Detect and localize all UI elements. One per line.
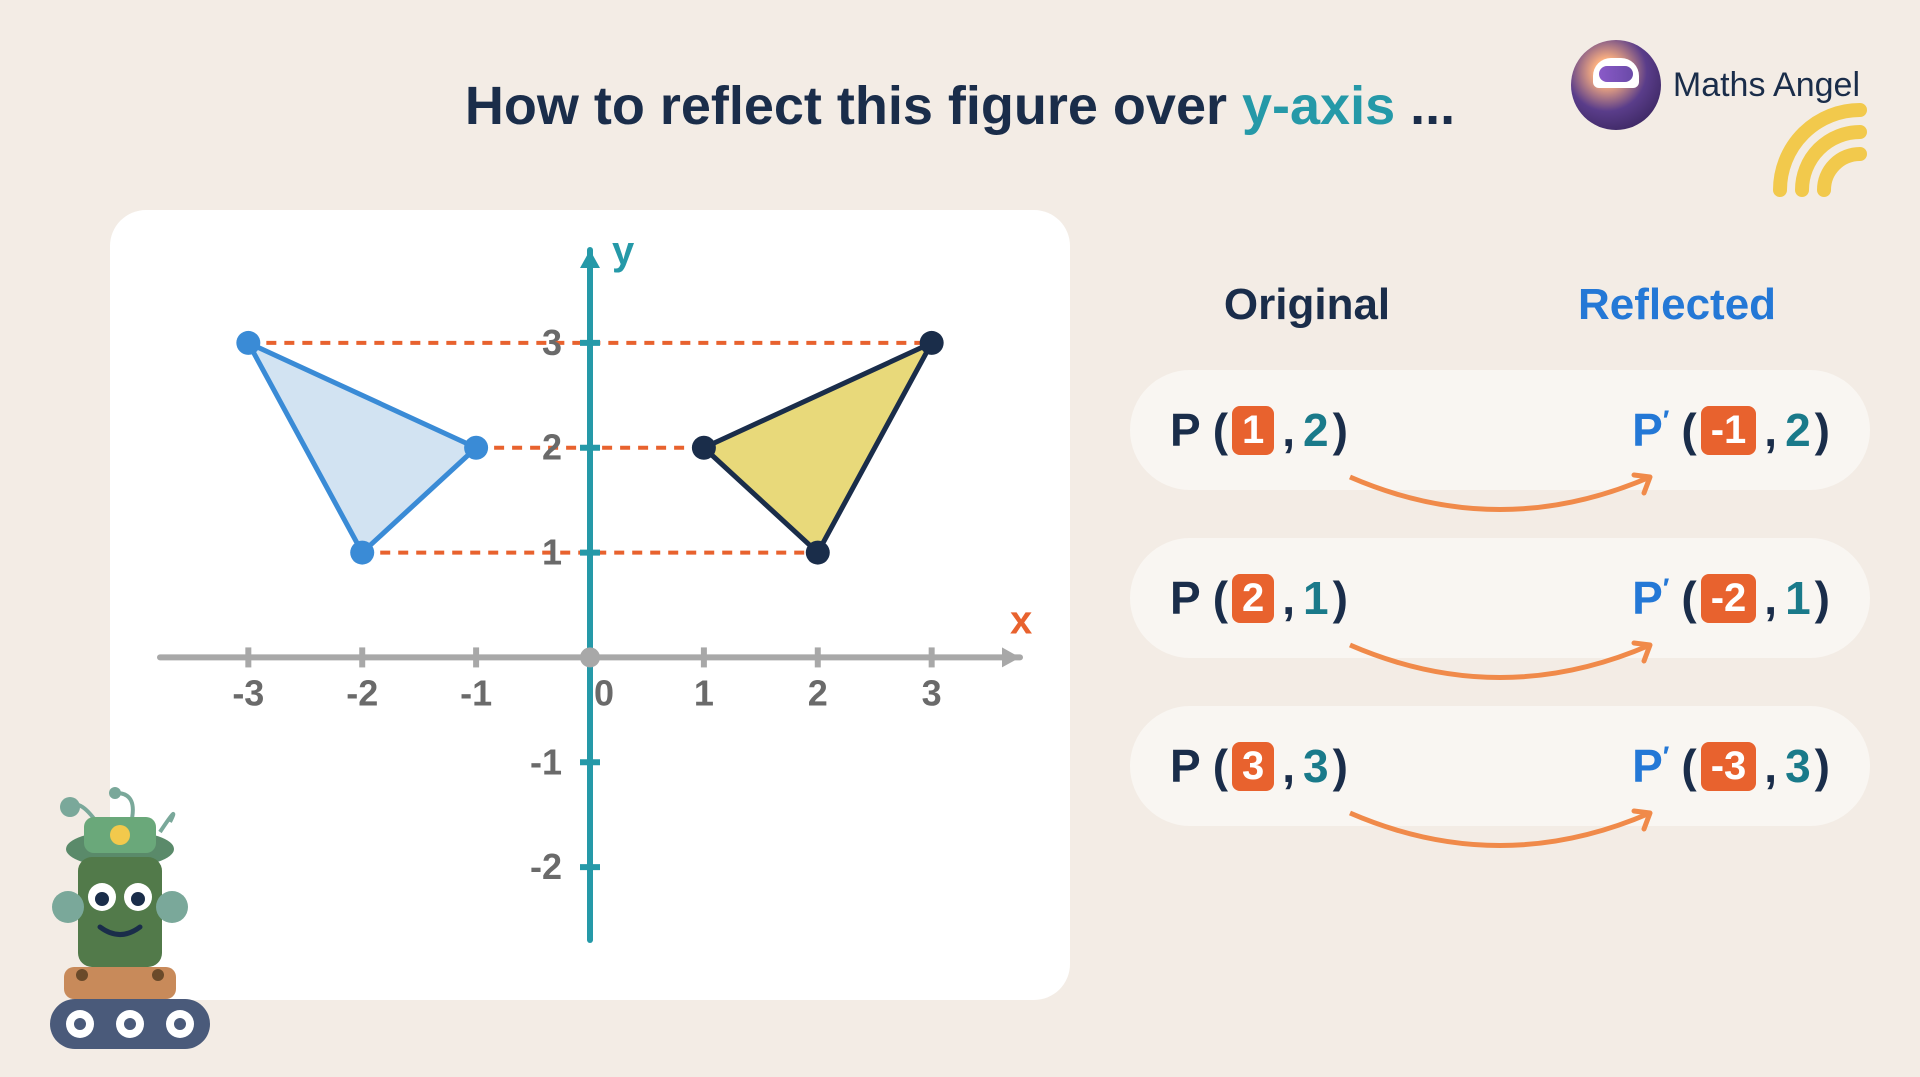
svg-text:3: 3 xyxy=(922,672,942,713)
title-prefix: How to reflect this figure over xyxy=(465,76,1242,136)
p-label: P xyxy=(1170,739,1201,793)
header-original: Original xyxy=(1224,280,1390,330)
x-reflected: -1 xyxy=(1701,406,1757,455)
original-coord: P(1,2) xyxy=(1170,403,1348,457)
x-original: 2 xyxy=(1232,574,1274,623)
p-label: P xyxy=(1170,403,1201,457)
svg-text:2: 2 xyxy=(808,672,828,713)
y-original: 1 xyxy=(1303,571,1329,625)
mapping-arrow-icon xyxy=(1320,808,1680,868)
svg-text:-2: -2 xyxy=(346,672,378,713)
svg-text:-1: -1 xyxy=(530,741,562,782)
title-suffix: ... xyxy=(1395,76,1455,136)
coordinates-panel: Original Reflected P(1,2)P′(-1,2)P(2,1)P… xyxy=(1130,280,1870,874)
mapping-arrow-icon xyxy=(1320,472,1680,532)
chart-card: -3 -2 -1 0 1 2 3 1 2 3 -1 -2 x y xyxy=(110,210,1070,1000)
coordinate-chart: -3 -2 -1 0 1 2 3 1 2 3 -1 -2 x y xyxy=(110,210,1070,1000)
original-coord: P(3,3) xyxy=(1170,739,1348,793)
coordinate-row: P(2,1) P′(-2,1) xyxy=(1130,538,1870,658)
reflected-coord: P′(-3,3) xyxy=(1632,739,1830,793)
svg-text:-1: -1 xyxy=(460,672,492,713)
x-reflected: -2 xyxy=(1701,574,1757,623)
y-original: 2 xyxy=(1303,403,1329,457)
y-reflected: 3 xyxy=(1785,739,1811,793)
title-highlight: y-axis xyxy=(1242,76,1395,136)
p-prime-label: P′ xyxy=(1632,571,1669,625)
y-original: 3 xyxy=(1303,739,1329,793)
header-reflected: Reflected xyxy=(1578,280,1776,330)
x-original: 1 xyxy=(1232,406,1274,455)
reflected-coord: P′(-1,2) xyxy=(1632,403,1830,457)
original-coord: P(2,1) xyxy=(1170,571,1348,625)
page-title: How to reflect this figure over y-axis .… xyxy=(465,75,1455,137)
svg-text:x: x xyxy=(1010,598,1032,642)
y-reflected: 2 xyxy=(1785,403,1811,457)
signal-arc-icon xyxy=(1760,90,1880,210)
p-prime-label: P′ xyxy=(1632,403,1669,457)
coordinate-row: P(3,3) P′(-3,3) xyxy=(1130,706,1870,826)
svg-text:-2: -2 xyxy=(530,846,562,887)
mapping-arrow-icon xyxy=(1320,640,1680,700)
p-label: P xyxy=(1170,571,1201,625)
svg-text:1: 1 xyxy=(694,672,714,713)
svg-text:-3: -3 xyxy=(232,672,264,713)
brand-logo-icon xyxy=(1571,40,1661,130)
p-prime-label: P′ xyxy=(1632,739,1669,793)
robot-mascot-icon xyxy=(20,787,240,1067)
column-headers: Original Reflected xyxy=(1130,280,1870,330)
svg-text:2: 2 xyxy=(542,427,562,468)
coordinate-row: P(1,2) P′(-1,2) xyxy=(1130,370,1870,490)
svg-text:0: 0 xyxy=(594,672,614,713)
svg-text:3: 3 xyxy=(542,322,562,363)
x-reflected: -3 xyxy=(1701,742,1757,791)
x-original: 3 xyxy=(1232,742,1274,791)
y-reflected: 1 xyxy=(1785,571,1811,625)
reflected-coord: P′(-2,1) xyxy=(1632,571,1830,625)
svg-text:1: 1 xyxy=(542,532,562,573)
svg-text:y: y xyxy=(612,229,635,273)
